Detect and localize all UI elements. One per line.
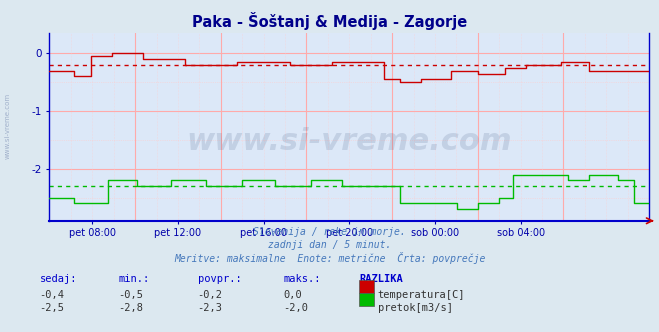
Text: sedaj:: sedaj:	[40, 274, 77, 284]
Text: povpr.:: povpr.:	[198, 274, 241, 284]
Text: -0,5: -0,5	[119, 290, 144, 299]
Text: zadnji dan / 5 minut.: zadnji dan / 5 minut.	[268, 240, 391, 250]
Text: www.si-vreme.com: www.si-vreme.com	[5, 93, 11, 159]
Text: temperatura[C]: temperatura[C]	[378, 290, 465, 299]
Text: -2,5: -2,5	[40, 303, 65, 313]
Text: www.si-vreme.com: www.si-vreme.com	[186, 127, 512, 156]
Text: RAZLIKA: RAZLIKA	[359, 274, 403, 284]
Text: pretok[m3/s]: pretok[m3/s]	[378, 303, 453, 313]
Text: Slovenija / reke in morje.: Slovenija / reke in morje.	[253, 227, 406, 237]
Text: -2,8: -2,8	[119, 303, 144, 313]
Text: Paka - Šoštanj & Medija - Zagorje: Paka - Šoštanj & Medija - Zagorje	[192, 12, 467, 30]
Text: maks.:: maks.:	[283, 274, 321, 284]
Text: 0,0: 0,0	[283, 290, 302, 299]
Text: -2,0: -2,0	[283, 303, 308, 313]
Text: -0,4: -0,4	[40, 290, 65, 299]
Text: Meritve: maksimalne  Enote: metrične  Črta: povprečje: Meritve: maksimalne Enote: metrične Črta…	[174, 252, 485, 264]
Text: -0,2: -0,2	[198, 290, 223, 299]
Text: min.:: min.:	[119, 274, 150, 284]
Text: -2,3: -2,3	[198, 303, 223, 313]
